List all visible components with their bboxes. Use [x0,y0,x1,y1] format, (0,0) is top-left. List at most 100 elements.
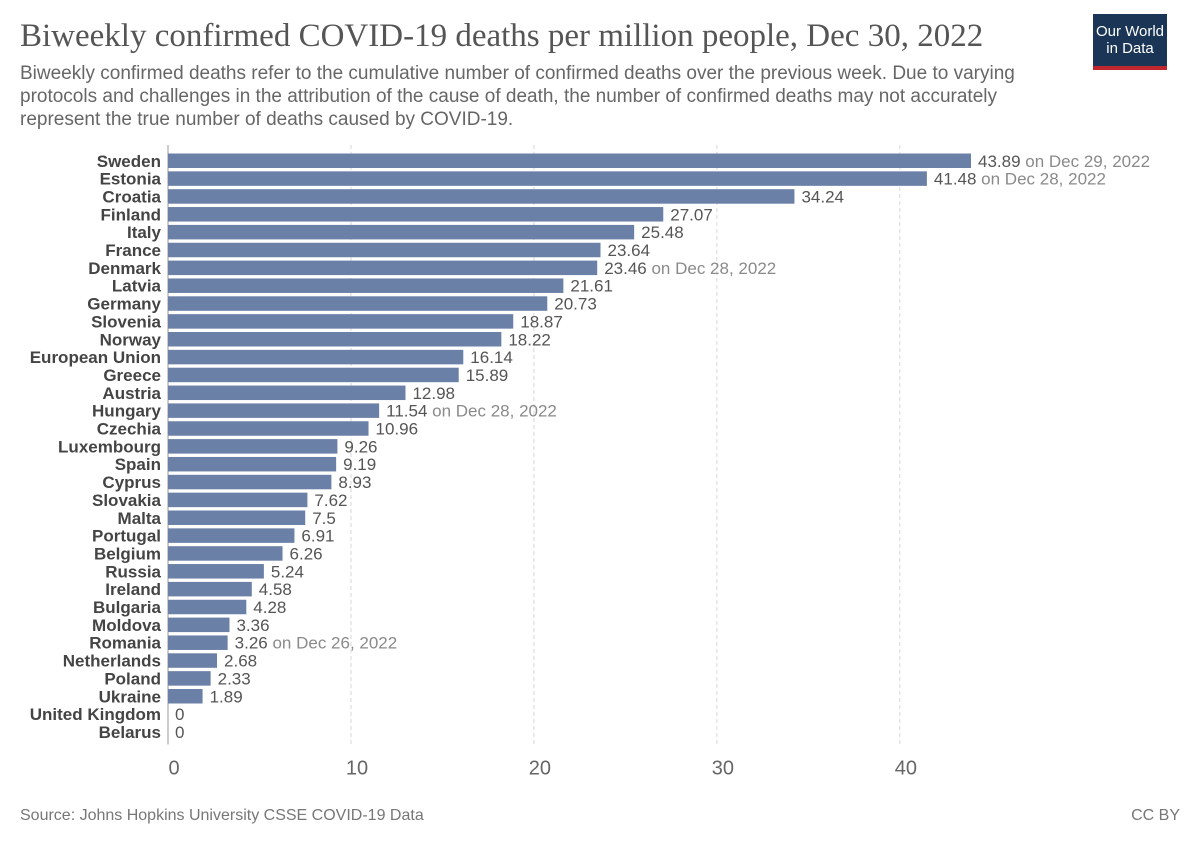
x-tick-label: 30 [712,758,734,780]
value-label: 27.07 [670,205,713,224]
bar [168,439,338,454]
category-label: Poland [104,669,161,688]
bar [168,564,264,579]
bar [168,617,230,633]
value-label: 3.26 on Dec 26, 2022 [235,634,398,653]
logo-line-2: in Data [1106,40,1154,57]
category-label: Cyprus [102,473,161,492]
bar [168,510,306,525]
date-note: on Dec 28, 2022 [647,259,776,278]
chart-subtitle: Biweekly confirmed deaths refer to the c… [20,63,1015,130]
category-label: Luxembourg [58,437,161,456]
owid-logo[interactable]: Our World in Data [1093,14,1167,70]
bar [168,367,459,383]
category-label: Bulgaria [93,598,162,617]
license-link[interactable]: CC BY [1131,807,1180,824]
value-label: 4.28 [253,598,286,617]
category-label: Croatia [102,187,161,206]
value-label: 12.98 [412,384,455,403]
category-label: Germany [87,295,161,314]
value-label: 7.5 [312,509,336,528]
category-label: United Kingdom [30,705,161,724]
category-label: Latvia [112,277,162,296]
bar [168,207,664,222]
category-label: Moldova [92,616,161,635]
logo-accent-bar [1093,66,1167,70]
date-note: on Dec 28, 2022 [976,170,1105,189]
bar [168,635,228,650]
bar [168,260,598,276]
value-label: 0 [175,723,184,742]
category-label: Belgium [94,544,161,563]
category-label: Czechia [97,420,162,439]
category-label: Hungary [92,402,162,421]
bar [168,653,218,668]
bar [168,332,502,347]
bar [168,171,927,186]
date-note: on Dec 28, 2022 [427,402,556,421]
value-label: 21.61 [570,277,613,296]
bar [168,242,601,258]
value-label: 1.89 [210,687,243,706]
date-note: on Dec 29, 2022 [1021,152,1150,171]
category-label: Estonia [100,170,162,189]
value-label: 4.58 [259,580,292,599]
value-label: 18.87 [520,312,563,331]
category-label: Malta [118,509,162,528]
x-tick-label: 10 [346,758,368,780]
bar [168,189,795,204]
category-label: Sweden [97,152,161,171]
category-label: Ireland [105,580,161,599]
value-label: 5.24 [271,562,304,581]
category-label: Ukraine [99,687,161,706]
value-label: 9.26 [344,437,377,456]
category-label: Spain [115,455,161,474]
bar [168,296,548,311]
bar [168,546,283,561]
bar [168,421,369,436]
category-label: Portugal [92,527,161,546]
chart-title: Biweekly confirmed COVID-19 deaths per m… [20,18,984,54]
bar [168,314,514,329]
category-label: Italy [127,223,162,242]
value-label: 8.93 [338,473,371,492]
category-label: Slovakia [92,491,162,510]
value-label: 25.48 [641,223,684,242]
value-label: 7.62 [314,491,347,510]
value-label: 2.33 [218,669,251,688]
value-label: 41.48 on Dec 28, 2022 [934,170,1106,189]
value-label: 34.24 [801,187,844,206]
value-label: 9.19 [343,455,376,474]
bar [168,671,211,686]
bar [168,689,203,704]
category-label: Russia [105,562,161,581]
logo-line-1: Our World [1095,23,1165,40]
value-label: 15.89 [466,366,509,385]
x-tick-label: 40 [895,758,917,780]
value-label: 43.89 on Dec 29, 2022 [978,152,1150,171]
category-label: Finland [101,205,161,224]
category-label: European Union [30,348,161,367]
bar-chart: 0 10 20 30 40 Sweden 43.89 on Dec 29, 2022 Esto… [30,145,1150,780]
bar [168,153,971,168]
bar [168,278,564,293]
value-label: 18.22 [508,330,551,349]
category-label: Norway [100,330,162,349]
category-label: Denmark [88,259,161,278]
value-label: 23.46 on Dec 28, 2022 [604,259,776,278]
value-label: 23.64 [608,241,651,260]
value-label: 6.26 [290,544,323,563]
bar [168,528,295,543]
bar [168,349,464,365]
bar [168,385,406,401]
bar [168,599,247,615]
bar [168,224,635,240]
category-label: Romania [89,634,161,653]
category-label: Greece [103,366,161,385]
value-label: 16.14 [470,348,513,367]
source-note[interactable]: Source: Johns Hopkins University CSSE CO… [20,807,424,824]
category-label: Slovenia [91,312,161,331]
category-label: Belarus [99,723,161,742]
bar [168,403,380,418]
value-label: 2.68 [224,652,257,671]
